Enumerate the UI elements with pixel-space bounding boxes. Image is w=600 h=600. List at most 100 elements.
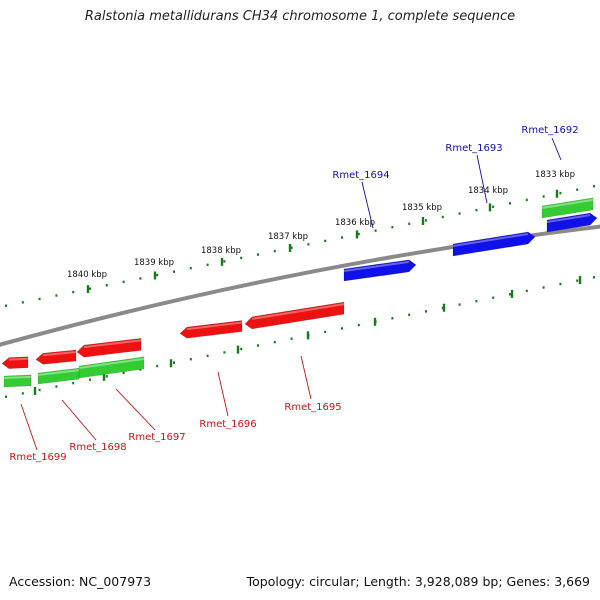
- gene-label[interactable]: Rmet_1697: [128, 432, 185, 443]
- tick-dot: [593, 185, 595, 188]
- tick-dot: [72, 290, 75, 294]
- outer-tick-track: [5, 185, 595, 307]
- tick-dot: [341, 236, 343, 239]
- leader-line: [361, 181, 374, 229]
- gene-label[interactable]: Rmet_1693: [445, 143, 502, 154]
- gene-arrow-rmet-1694[interactable]: [343, 259, 417, 282]
- major-tick: [421, 217, 425, 226]
- tick-dot: [240, 347, 243, 351]
- gene-label[interactable]: Rmet_1699: [9, 452, 66, 463]
- gene-label[interactable]: Rmet_1698: [69, 442, 126, 453]
- tick-dot: [374, 229, 377, 232]
- cds-highlight: [3, 375, 32, 379]
- tick-dot: [357, 323, 360, 327]
- tick-dot: [273, 249, 276, 253]
- tick-dot: [341, 327, 343, 330]
- cds-highlight: [37, 369, 80, 376]
- major-tick: [33, 386, 37, 395]
- major-tick: [488, 203, 492, 212]
- tick-dot: [72, 381, 75, 385]
- leader-line: [217, 371, 229, 417]
- leader-line: [61, 399, 97, 441]
- tick-dot: [475, 299, 478, 303]
- gene-label[interactable]: Rmet_1692: [521, 125, 578, 136]
- tick-dot: [105, 375, 108, 378]
- tick-dot: [105, 284, 108, 287]
- tick-dot: [156, 273, 159, 277]
- gene-labels: Rmet_1692 Rmet_1693 Rmet_1694 Rmet_1695 Rmet…: [9, 125, 578, 463]
- tick-dot: [559, 282, 562, 286]
- ruler-label: 1835 kbp: [402, 203, 442, 213]
- major-tick: [236, 345, 240, 354]
- accession-label: Accession: NC_007973: [9, 574, 152, 589]
- tick-dot: [425, 219, 427, 222]
- gene-arrow-rmet-1696[interactable]: [179, 320, 243, 339]
- tick-dot: [156, 364, 159, 368]
- tick-dot: [324, 239, 327, 243]
- gene-arrow-rmet-1695[interactable]: [244, 301, 345, 330]
- gene-highlight: [546, 214, 591, 223]
- tick-dot: [525, 289, 528, 293]
- gene-highlight: [452, 233, 529, 247]
- tick-dot: [273, 340, 276, 344]
- tick-dot: [509, 202, 511, 205]
- leader-line: [115, 388, 156, 431]
- gene-highlight: [186, 321, 243, 331]
- major-tick: [169, 359, 173, 368]
- gene-label[interactable]: Rmet_1694: [332, 170, 389, 181]
- gene-highlight: [251, 303, 345, 320]
- tick-dot: [223, 260, 226, 263]
- cds-bar-rmet-1698[interactable]: [37, 367, 80, 385]
- tick-dot: [139, 368, 142, 371]
- ruler-label: 1838 kbp: [201, 246, 241, 256]
- leader-line: [551, 137, 562, 161]
- tick-dot: [189, 358, 192, 361]
- major-tick: [86, 285, 90, 294]
- tick-dot: [559, 191, 562, 195]
- tick-dot: [290, 337, 293, 340]
- tick-dot: [55, 385, 58, 388]
- tick-dot: [5, 395, 7, 398]
- ruler-label: 1836 kbp: [335, 218, 375, 228]
- cds-highlight: [541, 198, 594, 209]
- gene-highlight: [42, 351, 77, 357]
- tick-dot: [189, 267, 192, 270]
- cds-bar-rmet-1699[interactable]: [3, 374, 32, 388]
- tick-dot: [55, 294, 58, 297]
- major-tick: [220, 257, 224, 266]
- major-tick: [373, 317, 377, 326]
- tick-dot: [408, 313, 411, 317]
- tick-dot: [206, 263, 209, 266]
- tick-dot: [122, 371, 125, 375]
- tick-dot: [89, 378, 91, 381]
- tick-dot: [38, 388, 41, 392]
- gene-label[interactable]: Rmet_1695: [284, 402, 341, 413]
- tick-dot: [357, 232, 360, 236]
- tick-dot: [206, 354, 209, 357]
- cds-highlight: [78, 357, 145, 369]
- gene-arrow-rmet-1699[interactable]: [1, 356, 29, 369]
- gene-arrow-rmet-1692[interactable]: [546, 212, 598, 233]
- tick-dot: [425, 310, 427, 313]
- major-tick: [510, 289, 514, 298]
- tick-dot: [257, 344, 259, 347]
- major-tick: [355, 230, 359, 239]
- gene-label[interactable]: Rmet_1696: [199, 419, 256, 430]
- tick-dot: [492, 205, 495, 208]
- tick-dot: [509, 293, 511, 296]
- gene-highlight: [343, 260, 410, 272]
- gene-arrow-rmet-1697[interactable]: [76, 337, 142, 358]
- gene-arrow-rmet-1693[interactable]: [452, 231, 536, 257]
- gene-highlight: [83, 339, 142, 349]
- gene-features: [1, 197, 598, 388]
- gene-arrow-rmet-1698[interactable]: [35, 349, 77, 365]
- tick-dot: [21, 392, 24, 395]
- tick-dot: [492, 296, 495, 299]
- inner-tick-track: [5, 276, 595, 398]
- tick-dot: [21, 301, 24, 304]
- cds-bar-rmet-1692[interactable]: [541, 197, 594, 219]
- tick-dot: [139, 277, 142, 280]
- ruler-label: 1840 kbp: [67, 270, 107, 280]
- label-leader-lines: [20, 137, 562, 451]
